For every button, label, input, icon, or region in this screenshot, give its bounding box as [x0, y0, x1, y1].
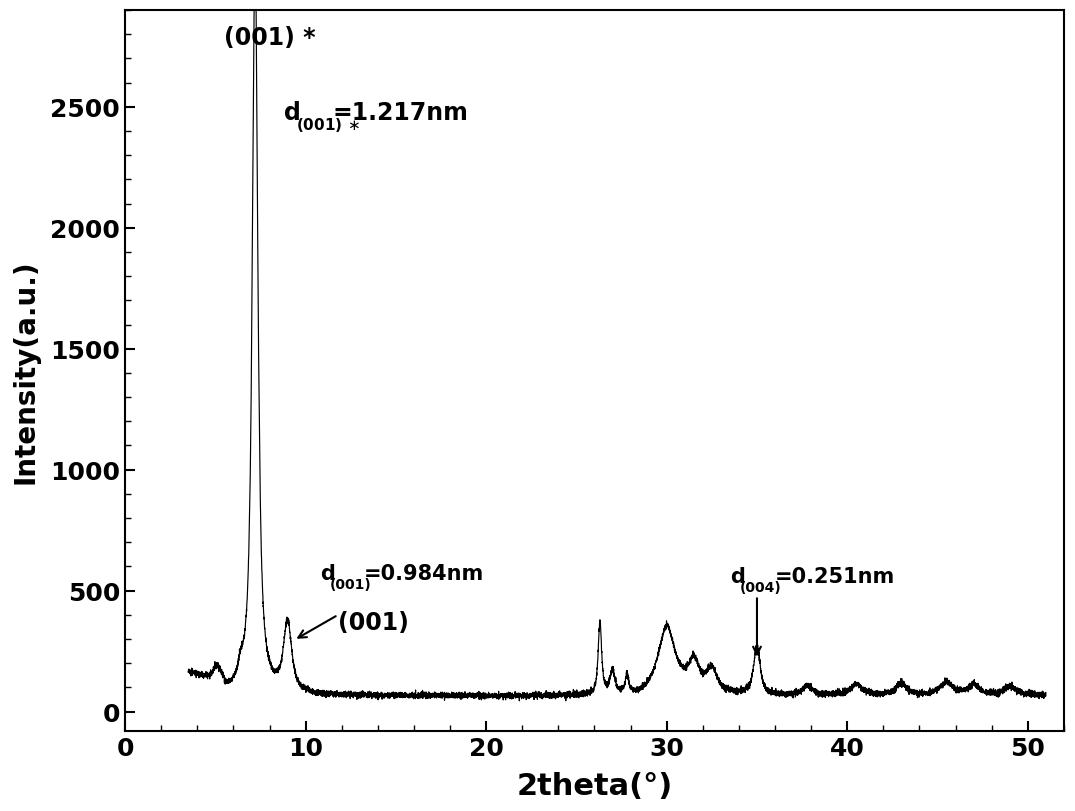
Text: d: d — [730, 566, 745, 586]
Text: (001) $\ast$: (001) $\ast$ — [296, 116, 360, 135]
Text: (001): (001) — [339, 611, 408, 634]
Text: d: d — [284, 101, 301, 125]
Text: (001): (001) — [330, 577, 372, 591]
Text: (001) *: (001) * — [225, 26, 316, 49]
Text: d: d — [320, 564, 335, 584]
X-axis label: 2theta(°): 2theta(°) — [516, 771, 673, 800]
Text: =1.217nm: =1.217nm — [332, 101, 469, 125]
Text: (004): (004) — [740, 580, 782, 594]
Text: =0.251nm: =0.251nm — [775, 566, 895, 586]
Y-axis label: Intensity(a.u.): Intensity(a.u.) — [11, 259, 39, 483]
Text: =0.984nm: =0.984nm — [363, 564, 484, 584]
